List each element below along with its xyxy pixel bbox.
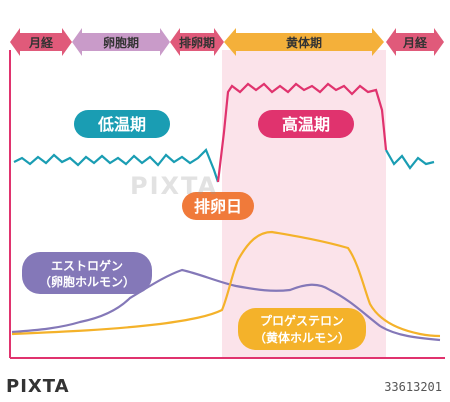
svg-text:エストロゲン: エストロゲン <box>51 258 123 273</box>
watermark: PIXTA <box>130 172 219 200</box>
phase-label: 黄体期 <box>286 35 322 50</box>
phase-label: 排卵期 <box>179 35 215 50</box>
phase-arrow-menstruation-1: 月経 <box>10 28 72 56</box>
phase-arrow-luteal: 黄体期 <box>224 28 384 56</box>
footer: PIXTA 33613201 <box>0 370 450 402</box>
diagram-canvas: 月経 卵胞期 排卵期 黄体期 月経 低温期 高 <box>9 28 445 359</box>
ovulation-day-label: 排卵日 <box>182 192 254 220</box>
svg-text:低温期: 低温期 <box>97 115 146 134</box>
svg-text:（黄体ホルモン）: （黄体ホルモン） <box>254 330 350 345</box>
phase-arrow-menstruation-2: 月経 <box>386 28 444 56</box>
phase-label: 月経 <box>402 35 428 50</box>
high-temp-label: 高温期 <box>258 110 354 138</box>
svg-text:排卵日: 排卵日 <box>194 197 242 216</box>
low-temp-curve <box>13 148 220 183</box>
low-temp-label: 低温期 <box>74 110 170 138</box>
footer-brand: PIXTA <box>6 376 70 397</box>
progesterone-label: プロゲステロン （黄体ホルモン） <box>238 308 366 350</box>
estrogen-label: エストロゲン （卵胞ホルモン） <box>22 252 152 294</box>
svg-text:プロゲステロン: プロゲステロン <box>260 313 344 328</box>
svg-text:（卵胞ホルモン）: （卵胞ホルモン） <box>39 274 135 289</box>
high-temp-curve <box>216 82 388 183</box>
phase-label: 卵胞期 <box>103 35 139 50</box>
phase-arrow-follicular: 卵胞期 <box>72 28 170 56</box>
progesterone-curve <box>11 230 441 338</box>
low-temp-curve-end <box>385 149 435 170</box>
phase-label: 月経 <box>28 35 54 50</box>
svg-text:高温期: 高温期 <box>282 115 330 134</box>
footer-id: 33613201 <box>384 380 442 394</box>
estrogen-curve <box>11 268 441 342</box>
phase-arrow-ovulatory: 排卵期 <box>170 28 224 56</box>
